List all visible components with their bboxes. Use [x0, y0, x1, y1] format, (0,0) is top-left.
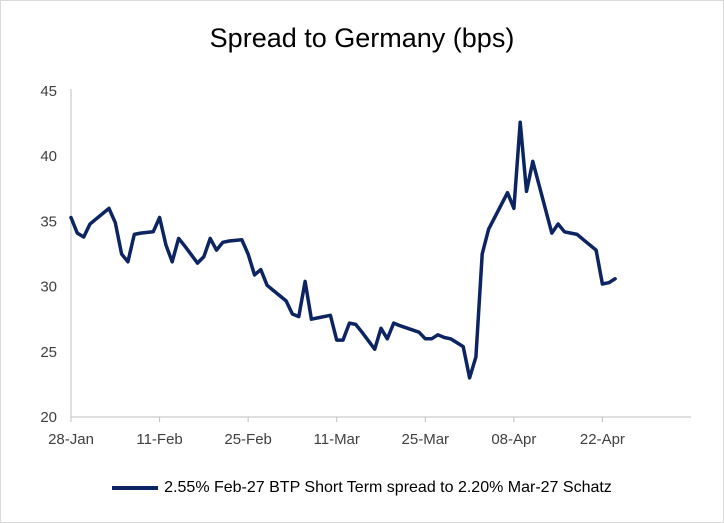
x-tick-label: 11-Feb: [136, 431, 182, 448]
x-tick-label: 25-Mar: [402, 431, 450, 448]
tick-labels: 20 25 30 35 40 45 28-Jan 11-Feb 25-Feb 11-Mar 25-M…: [40, 83, 625, 448]
y-tick-label: 45: [40, 83, 57, 100]
x-tick-label: 22-Apr: [580, 431, 625, 448]
y-tick-label: 20: [40, 409, 57, 426]
x-tick-label: 28-Jan: [48, 431, 94, 448]
series-group: [69, 120, 617, 380]
y-tick-label: 35: [40, 213, 57, 230]
x-tick-label: 25-Feb: [224, 431, 272, 448]
legend-label: 2.55% Feb-27 BTP Short Term spread to 2.…: [164, 479, 612, 496]
y-tick-label: 25: [40, 344, 57, 361]
x-tick-label: 11-Mar: [314, 431, 360, 448]
y-tick-label: 30: [40, 279, 57, 296]
axes: [70, 89, 691, 422]
y-tick-label: 40: [40, 148, 57, 165]
x-tick-label: 08-Apr: [491, 431, 536, 448]
legend-line-icon: [112, 486, 159, 490]
chart-title: Spread to Germany (bps): [209, 23, 515, 53]
legend: 2.55% Feb-27 BTP Short Term spread to 2.…: [1, 479, 723, 497]
series-line: [69, 120, 617, 380]
